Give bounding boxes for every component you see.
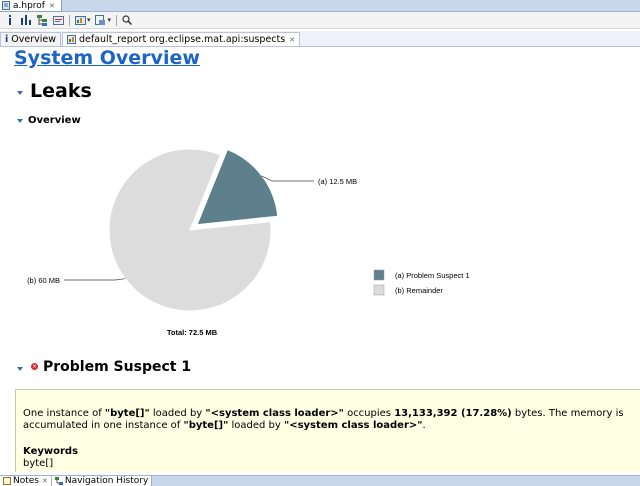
editor-tab-label: a.hprof [13,0,45,11]
pie-leader-line [261,175,314,182]
tab-default-report[interactable]: default_report org.eclipse.mat.api:suspe… [62,32,301,46]
section-heading-overview: Overview [28,115,81,126]
pie-leader-line [64,278,126,281]
close-icon[interactable]: ✕ [289,35,296,44]
legend-swatch [373,269,385,281]
tab-label: Overview [11,34,56,45]
close-icon[interactable]: ✕ [42,477,48,485]
keywords-value: byte[] [23,458,54,469]
problem-suspect-box: One instance of "byte[]" loaded by "<sys… [15,389,640,472]
keywords-heading: Keywords [23,446,79,457]
section-heading-leaks: Leaks [30,80,92,102]
editor-tab-a-hprof[interactable]: a.hprof ✕ [0,0,62,12]
report-content[interactable]: System Overview Leaks Overview (a) 12.5 … [0,47,640,472]
chevron-down-icon[interactable]: ▾ [107,16,112,24]
info-icon[interactable] [4,14,16,26]
toolbar: ▾ ▾ [0,12,640,29]
oql-icon[interactable] [52,14,64,26]
heap-dump-file-icon [2,1,10,10]
chevron-down-icon[interactable]: ▾ [87,16,91,24]
pie-slice-b [108,148,272,312]
collapse-toggle-icon[interactable] [17,367,23,371]
reports-icon[interactable] [74,14,86,26]
legend-swatch [373,284,385,296]
toolbar-separator [116,14,118,26]
pie-slice-a [196,148,279,226]
collapse-toggle-icon[interactable] [17,91,23,95]
page-title[interactable]: System Overview [14,47,200,69]
pie-slice-label: (a) 12.5 MB [318,177,357,186]
navigation-history-icon [54,477,63,485]
report-icon [67,35,76,44]
tab-label: Notes [13,476,39,486]
pie-chart: (a) 12.5 MB (b) 60 MB (a) Problem Suspect… [27,148,470,337]
bottom-view-tabs: Notes ✕ Navigation History [0,475,640,486]
dominator-tree-icon[interactable] [36,14,48,26]
chart-total-label: Total: 72.5 MB [167,328,218,337]
error-icon: × [31,363,38,370]
close-icon[interactable]: ✕ [48,1,55,10]
suspect-description: One instance of "byte[]" loaded by "<sys… [23,408,624,431]
pie-chart-area: (a) 12.5 MB (b) 60 MB (a) Problem Suspect… [0,147,640,347]
search-icon[interactable] [121,14,133,26]
legend-label: (a) Problem Suspect 1 [395,271,470,280]
query-browser-icon[interactable] [95,14,107,26]
collapse-toggle-icon[interactable] [17,119,23,123]
histogram-icon[interactable] [20,14,32,26]
tab-label: Navigation History [64,476,149,486]
notes-icon [3,477,11,485]
tab-navigation-history[interactable]: Navigation History [51,476,153,486]
section-heading-problem-suspect: Problem Suspect 1 [43,359,192,375]
toolbar-separator [69,14,70,26]
legend-label: (b) Remainder [395,286,443,295]
info-icon: i [5,34,9,45]
pie-slice-label: (b) 60 MB [27,276,60,285]
editor-tab-bar: a.hprof ✕ [0,0,640,12]
tab-overview[interactable]: i Overview [0,32,61,46]
tab-label: default_report org.eclipse.mat.api:suspe… [79,34,286,45]
subtab-bar: i Overview default_report org.eclipse.ma… [0,31,640,47]
